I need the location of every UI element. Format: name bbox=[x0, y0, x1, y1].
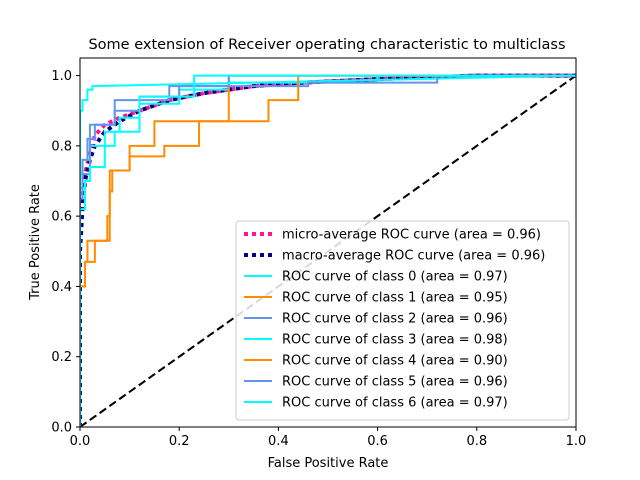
chart-title: Some extension of Receiver operating cha… bbox=[88, 37, 565, 53]
x-tick-label: 0.8 bbox=[466, 434, 487, 449]
legend-entry: macro-average ROC curve (area = 0.96) bbox=[282, 249, 545, 264]
legend-box bbox=[235, 220, 570, 421]
roc-series-line-6 bbox=[80, 74, 576, 427]
y-tick-label: 0.2 bbox=[51, 350, 72, 365]
x-axis-ticks: 0.0 0.2 0.4 0.6 0.8 1.0 bbox=[70, 427, 587, 449]
legend-entry: ROC curve of class 2 (area = 0.96) bbox=[282, 312, 508, 327]
x-tick-label: 0.0 bbox=[70, 434, 91, 449]
y-tick-label: 0.0 bbox=[51, 421, 72, 436]
y-tick-label: 0.8 bbox=[51, 139, 72, 154]
legend-entry: micro-average ROC curve (area = 0.96) bbox=[282, 228, 541, 243]
y-tick-label: 0.6 bbox=[51, 210, 72, 225]
legend-entry: ROC curve of class 0 (area = 0.97) bbox=[282, 270, 508, 285]
x-tick-label: 0.4 bbox=[268, 434, 289, 449]
x-tick-label: 1.0 bbox=[566, 434, 587, 449]
y-tick-label: 0.4 bbox=[51, 280, 72, 295]
y-axis-ticks: 0.0 0.2 0.4 0.6 0.8 1.0 bbox=[51, 69, 80, 436]
roc-series-line-5 bbox=[80, 74, 576, 427]
legend-entry: ROC curve of class 4 (area = 0.90) bbox=[282, 354, 508, 369]
x-axis-label: False Positive Rate bbox=[268, 456, 389, 471]
x-tick-label: 0.6 bbox=[367, 434, 388, 449]
plot-area bbox=[79, 57, 577, 428]
legend-entry: ROC curve of class 3 (area = 0.98) bbox=[282, 333, 508, 348]
legend-entry: ROC curve of class 1 (area = 0.95) bbox=[282, 291, 508, 306]
x-tick-label: 0.2 bbox=[169, 434, 190, 449]
legend-entry: ROC curve of class 6 (area = 0.97) bbox=[282, 396, 508, 411]
curves-layer bbox=[80, 73, 576, 427]
roc-series-line-8 bbox=[80, 74, 576, 427]
y-axis-label: True Positive Rate bbox=[28, 184, 43, 301]
roc-series-line-7 bbox=[80, 74, 576, 427]
axes-frame bbox=[79, 57, 577, 428]
legend-entry: ROC curve of class 5 (area = 0.96) bbox=[282, 375, 508, 390]
y-tick-label: 1.0 bbox=[51, 69, 72, 84]
legend: micro-average ROC curve (area = 0.96) mac… bbox=[235, 220, 570, 421]
